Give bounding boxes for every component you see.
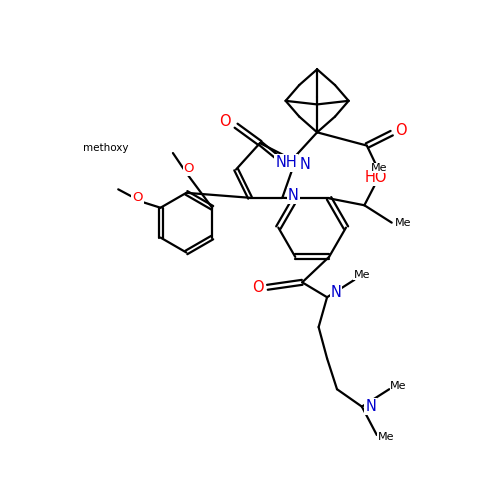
Text: HO: HO xyxy=(364,170,387,185)
Text: Me: Me xyxy=(394,218,411,228)
Text: NH: NH xyxy=(276,156,297,170)
Text: N: N xyxy=(300,157,310,172)
Text: Me: Me xyxy=(371,163,388,173)
Text: Me: Me xyxy=(390,381,406,391)
Text: O: O xyxy=(184,162,194,175)
Text: Me: Me xyxy=(378,432,394,442)
Text: N: N xyxy=(330,285,342,300)
Text: O: O xyxy=(220,114,231,129)
Text: N: N xyxy=(366,399,376,414)
Text: O: O xyxy=(252,280,264,295)
Text: methoxy: methoxy xyxy=(83,143,128,153)
Text: O: O xyxy=(132,192,143,204)
Text: N: N xyxy=(288,188,298,203)
Text: O: O xyxy=(395,123,406,138)
Text: Me: Me xyxy=(354,270,370,280)
